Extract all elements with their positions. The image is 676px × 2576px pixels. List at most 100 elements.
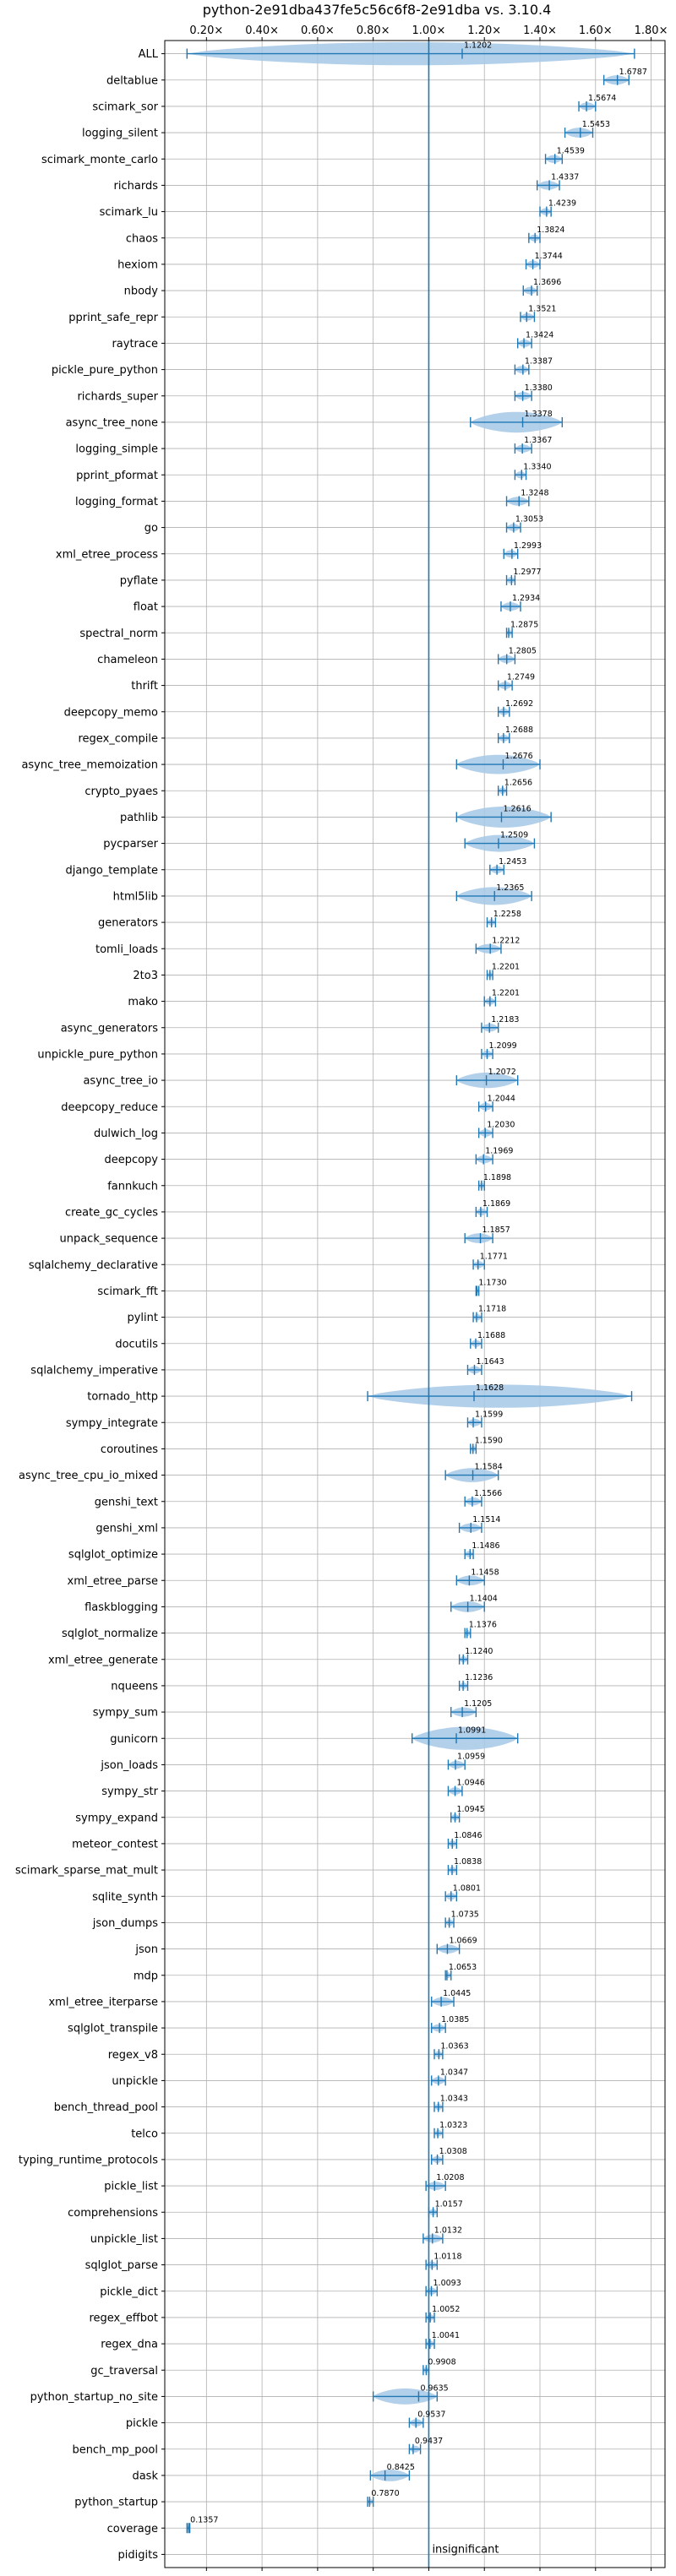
value-label: 1.1584 [475, 1463, 503, 1472]
value-label: 1.2201 [492, 989, 520, 998]
value-label: 1.3696 [533, 278, 561, 287]
category-label: scimark_lu [100, 206, 158, 219]
value-label: 1.6787 [619, 68, 647, 77]
category-label: json [134, 1943, 158, 1956]
value-label: 1.2692 [505, 699, 533, 709]
value-label: 0.9537 [417, 2410, 445, 2420]
category-label: async_generators [61, 1022, 159, 1035]
category-label: coroutines [101, 1443, 158, 1456]
value-label: 1.1566 [474, 1489, 502, 1498]
category-label: pylint [127, 1312, 158, 1324]
value-label: 1.1514 [472, 1515, 500, 1524]
category-label: sqlglot_parse [85, 2259, 158, 2272]
value-label: 1.0959 [457, 1752, 485, 1761]
category-label: xml_etree_parse [68, 1575, 158, 1588]
value-label: 1.3521 [528, 304, 556, 313]
category-label: logging_format [75, 496, 158, 508]
chart-title: python-2e91dba437fe5c56c6f8-2e91dba vs. … [203, 2, 552, 18]
x-tick-label-top: 0.40× [245, 24, 279, 37]
category-label: bench_thread_pool [54, 2101, 158, 2114]
category-label: unpickle [112, 2075, 158, 2088]
category-label: scimark_sor [92, 101, 158, 113]
value-label: 1.2656 [504, 778, 532, 787]
category-label: sqlglot_optimize [68, 1549, 158, 1562]
value-label: 1.2676 [504, 752, 532, 761]
value-label: 1.0308 [439, 2147, 467, 2156]
value-label: 1.2934 [512, 594, 540, 603]
value-label: 1.1458 [471, 1568, 499, 1577]
value-label: 1.0157 [435, 2199, 463, 2209]
category-label: tornado_http [87, 1391, 158, 1404]
category-label: mdp [134, 1970, 158, 1982]
value-label: 1.1730 [478, 1278, 506, 1287]
category-label: html5lib [113, 890, 158, 903]
value-label: 1.1205 [464, 1699, 492, 1709]
value-label: 1.2030 [487, 1120, 515, 1129]
value-label: 1.2688 [505, 726, 533, 735]
category-label: logging_silent [82, 128, 158, 140]
value-label: 1.0363 [440, 2041, 468, 2051]
category-label: sqlglot_normalize [62, 1628, 158, 1640]
category-label: sqlglot_transpile [68, 2023, 158, 2035]
category-label: regex_v8 [108, 2049, 158, 2062]
category-label: unpack_sequence [59, 1233, 158, 1246]
value-label: 1.1404 [470, 1594, 498, 1603]
value-label: 1.1240 [465, 1647, 493, 1656]
category-label: xml_etree_generate [48, 1654, 158, 1666]
x-tick-label-top: 1.60× [579, 24, 613, 37]
value-label: 1.1969 [485, 1147, 513, 1156]
value-label: 1.2453 [499, 857, 526, 867]
plot-frame [164, 40, 666, 2568]
category-label: pickle_dict [100, 2285, 158, 2298]
category-label: genshi_text [95, 1496, 158, 1508]
value-label: 1.3378 [525, 410, 553, 419]
value-label: 0.9635 [420, 2383, 448, 2393]
label-layer: 1.1202 1.6787 1.5674 1.5453 1.4539 1.4337 1.42… [190, 41, 647, 2525]
value-label: 1.0991 [458, 1725, 486, 1735]
category-label: sympy_integrate [66, 1417, 158, 1430]
category-label: gc_traversal [90, 2365, 158, 2378]
value-label: 1.1869 [482, 1199, 510, 1209]
x-tick-label-top: 1.00× [412, 24, 446, 37]
value-label: 1.2616 [503, 804, 531, 813]
category-label: python_startup_no_site [30, 2391, 158, 2404]
value-label: 1.4539 [557, 146, 585, 155]
x-tick-label-top: 1.40× [523, 24, 557, 37]
category-label: xml_etree_process [56, 548, 158, 561]
category-label: sqlite_synth [92, 1891, 158, 1904]
category-label: tomli_loads [95, 943, 158, 956]
category-label: raytrace [112, 338, 158, 351]
axis-layer: 0.20× 0.40× 0.60× 0.80× 1.00× 1.20× 1.40× 1.60×… [15, 24, 668, 2571]
value-label: 1.1202 [464, 41, 492, 51]
category-label: regex_compile [78, 732, 158, 745]
category-label: django_template [66, 864, 158, 877]
x-tick-label-top: 0.20× [189, 24, 223, 37]
value-label: 1.0118 [433, 2253, 461, 2262]
x-tick-label-top: 0.80× [357, 24, 390, 37]
category-label: deepcopy_memo [64, 706, 158, 719]
category-label: pickle_pure_python [52, 364, 158, 377]
category-label: logging_simple [75, 443, 158, 456]
value-label: 1.1771 [480, 1252, 508, 1261]
category-label: flaskblogging [84, 1601, 158, 1614]
value-label: 0.1357 [190, 2515, 218, 2524]
value-label: 1.3387 [525, 357, 553, 367]
category-label: richards [114, 180, 159, 193]
category-label: chaos [126, 232, 158, 245]
category-label: hexiom [117, 258, 158, 271]
value-label: 1.4239 [548, 199, 576, 209]
category-label: sympy_sum [93, 1707, 158, 1720]
value-label: 1.2044 [488, 1094, 515, 1103]
value-label: 1.3744 [535, 252, 563, 261]
category-label: meteor_contest [72, 1838, 158, 1850]
category-label: dask [132, 2470, 158, 2482]
value-label: 1.2258 [493, 910, 521, 919]
value-label: 1.4337 [551, 172, 579, 182]
category-label: mako [128, 996, 158, 1008]
category-label: pidigits [118, 2549, 159, 2562]
category-label: xml_etree_iterparse [48, 1996, 158, 2008]
category-label: pyflate [120, 574, 158, 587]
x-tick-label-top: 1.20× [467, 24, 501, 37]
category-label: json_loads [100, 1759, 158, 1772]
value-label: 0.8425 [387, 2463, 415, 2472]
